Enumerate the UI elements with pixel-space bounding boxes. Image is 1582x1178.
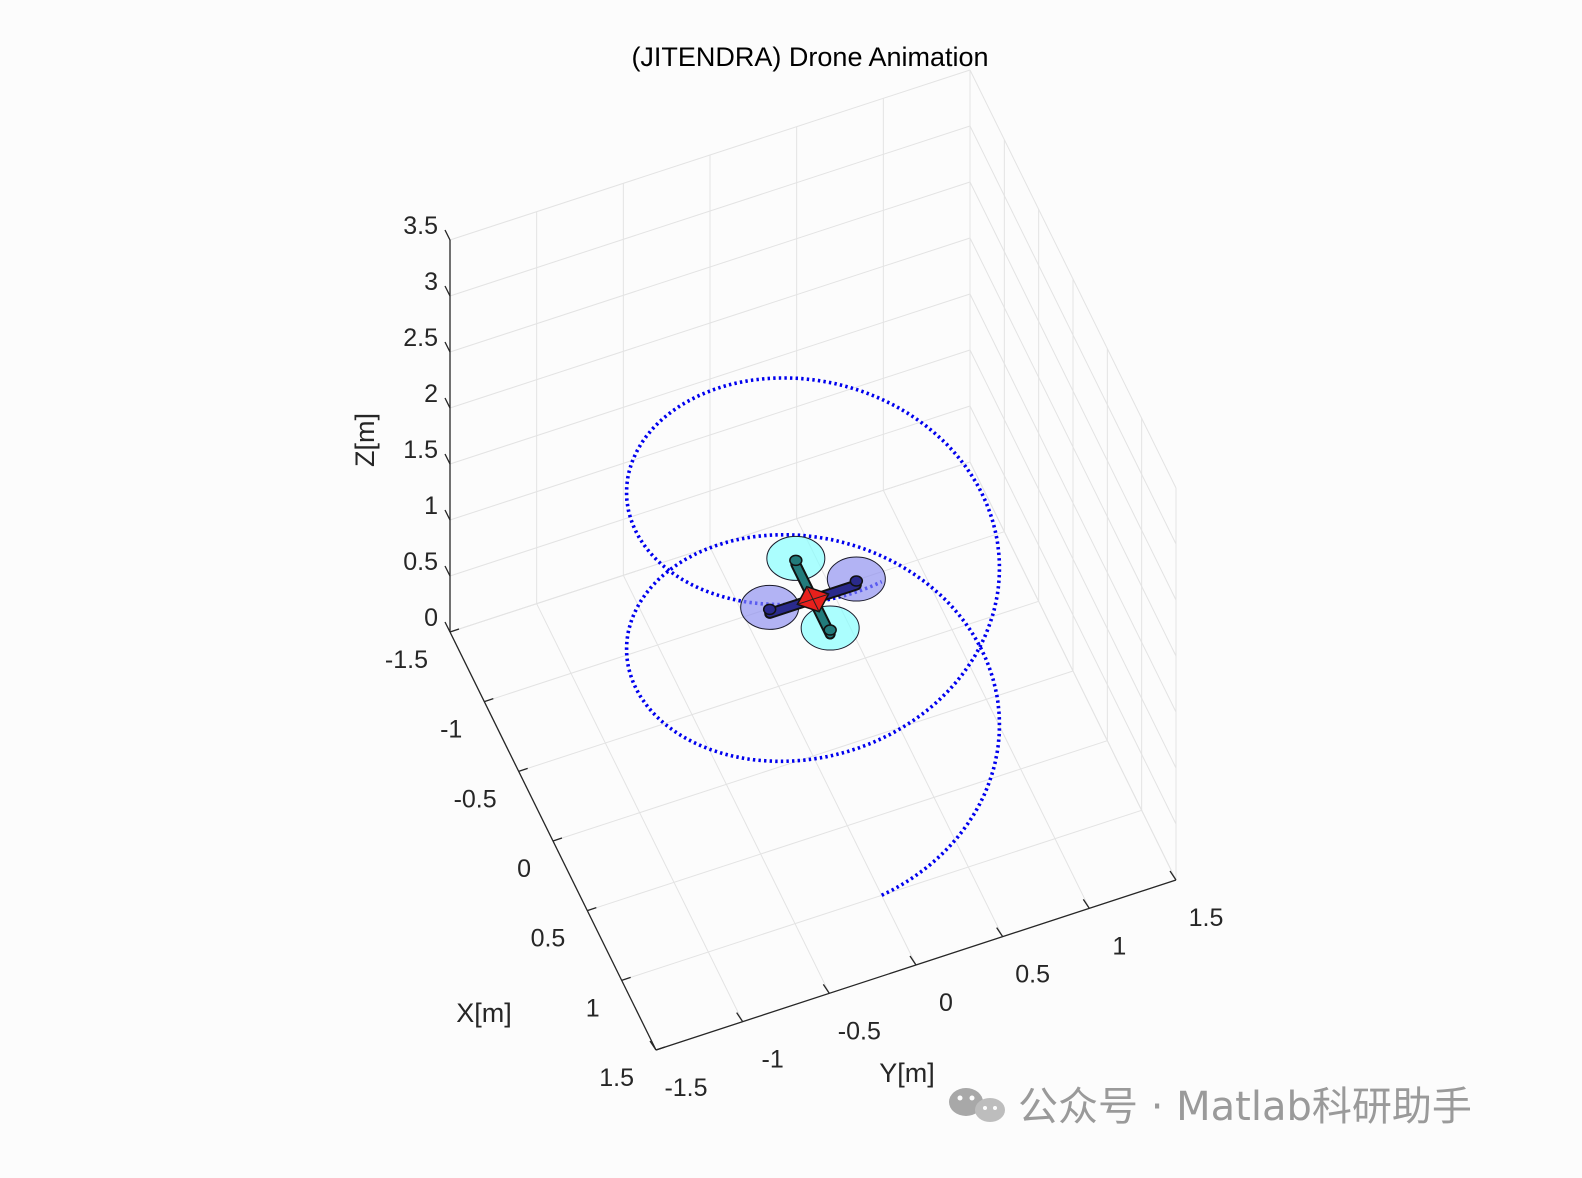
- back-wall-grid-line: [449, 125, 971, 297]
- tick-labels: -1.5 -1 -0.5 0 0.5 1 1.5 -1.5 -1 -0.5 0 0.5 1 1.5 0 0.5…: [385, 212, 1223, 1102]
- wechat-icon: [949, 1088, 1005, 1122]
- back-wall-grid-line: [449, 237, 971, 409]
- side-wall-grid-line: [969, 69, 1177, 489]
- side-wall-grid-line: [969, 125, 1177, 545]
- y-tick-label: -1.5: [664, 1074, 707, 1102]
- z-tick-mark: [444, 229, 451, 241]
- y-tick-mark: [1169, 870, 1177, 881]
- x-tick-label: -1: [440, 716, 462, 744]
- floor-grid-line: [882, 490, 1090, 909]
- rotor-front-hub: [762, 603, 777, 616]
- y-tick-label: 1: [1112, 932, 1126, 960]
- drone-body-edge: [797, 593, 829, 605]
- z-tick-label: 2.5: [403, 324, 438, 352]
- x-axis-label: X[m]: [456, 998, 512, 1028]
- z-tick-label: 1.5: [403, 436, 438, 464]
- y-tick-mark: [736, 1012, 744, 1023]
- rotor-back-hub: [849, 575, 864, 587]
- side-wall-grid-line: [969, 461, 1177, 881]
- z-tick-mark: [444, 285, 451, 297]
- z-tick-mark: [444, 341, 451, 353]
- z-tick-mark: [444, 453, 451, 465]
- x-tick-mark: [587, 907, 597, 912]
- y-tick-mark: [822, 983, 830, 994]
- y-tick-label: 0: [939, 989, 953, 1017]
- x-tick-mark: [449, 628, 460, 633]
- y-axis-label: Y[m]: [879, 1058, 935, 1088]
- y-tick-mark: [1082, 898, 1090, 909]
- floor-grid-line: [622, 575, 830, 994]
- z-tick-mark: [444, 565, 451, 577]
- watermark-text: 公众号 · Matlab科研助手: [1018, 1084, 1472, 1130]
- z-tick-label: 3.5: [403, 212, 438, 240]
- rotor-front-left-hub: [789, 554, 803, 567]
- side-wall-grid-line: [969, 349, 1177, 769]
- y-tick-label: 0.5: [1015, 961, 1050, 989]
- x-tick-label: -1.5: [385, 646, 428, 674]
- z-tick-label: 0: [424, 604, 438, 632]
- back-wall-grid-line: [449, 349, 971, 521]
- y-tick-label: -1: [762, 1046, 784, 1074]
- z-tick-mark: [444, 397, 451, 409]
- x-tick-mark: [484, 698, 494, 703]
- y-tick-mark: [996, 927, 1004, 938]
- back-wall-grid-line: [449, 181, 971, 353]
- z-tick-label: 0.5: [403, 548, 438, 576]
- y-tick-mark: [909, 955, 917, 966]
- chart-title: (JITENDRA) Drone Animation: [631, 42, 988, 72]
- drone-model: [740, 535, 886, 651]
- back-wall-grid-line: [449, 69, 971, 241]
- x-tick-mark: [552, 837, 563, 842]
- z-tick-label: 3: [424, 268, 438, 296]
- rotor-right-hub: [823, 624, 837, 636]
- side-wall-grid-line: [969, 293, 1177, 713]
- x-tick-label: 0.5: [531, 925, 566, 953]
- z-tick-mark: [444, 509, 451, 521]
- x-tick-mark: [518, 767, 528, 772]
- z-tick-mark: [444, 621, 451, 633]
- x-tick-label: -0.5: [454, 785, 497, 813]
- y-tick-label: 1.5: [1189, 904, 1224, 932]
- x-tick-mark: [621, 976, 631, 981]
- y-tick-mark: [649, 1040, 657, 1051]
- z-tick-label: 1: [424, 492, 438, 520]
- y-tick-label: -0.5: [838, 1017, 881, 1045]
- side-wall-grid-line: [969, 237, 1177, 657]
- x-tick-mark: [655, 1046, 666, 1051]
- back-wall-grid-line: [449, 293, 971, 465]
- side-wall-grid-line: [969, 405, 1177, 825]
- x-tick-label: 0: [517, 855, 531, 883]
- x-tick-label: 1.5: [599, 1064, 634, 1092]
- back-wall-grid-line: [449, 405, 971, 577]
- z-tick-label: 2: [424, 380, 438, 408]
- side-wall-grid-line: [969, 181, 1177, 601]
- z-axis-label: Z[m]: [350, 413, 380, 467]
- watermark: 公众号 · Matlab科研助手: [949, 1084, 1472, 1130]
- x-tick-label: 1: [586, 994, 600, 1022]
- floor-grid-line: [536, 603, 744, 1022]
